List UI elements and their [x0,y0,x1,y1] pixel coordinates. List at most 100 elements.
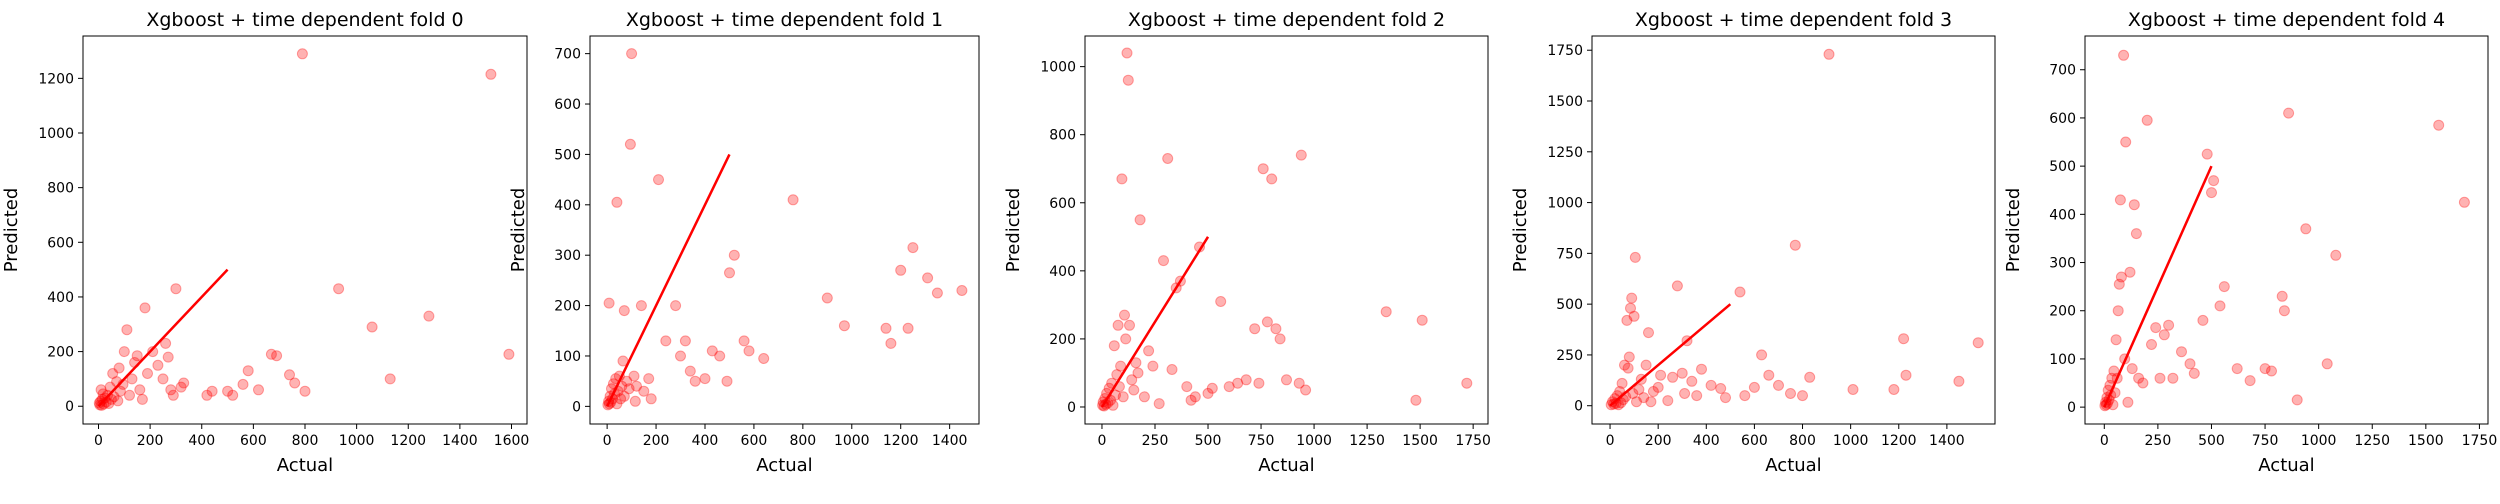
data-point [1293,377,1305,389]
data-point [296,48,308,60]
data-point [1628,310,1640,322]
data-point [1643,327,1654,339]
data-point [2321,358,2333,370]
y-tick-label: 0 [1574,399,1583,415]
data-point [1676,367,1688,379]
data-point [1626,292,1638,304]
y-tick-label: 1000 [1547,196,1583,212]
axes-frame [2084,35,2489,425]
data-point [1705,379,1717,391]
data-point [160,337,172,349]
y-tick-label: 600 [2049,111,2076,127]
x-axis-label: Actual [1258,455,1314,476]
data-point [96,399,108,411]
data-point [2300,223,2312,235]
data-point [1623,351,1635,363]
data-point [1253,377,1265,389]
data-point [631,380,642,392]
data-point [95,395,107,407]
data-point [170,283,182,295]
data-point [1756,349,1768,361]
data-point [1380,306,1392,318]
reference-line [1609,303,1732,407]
data-point [2214,300,2226,312]
data-point [271,350,283,362]
data-point [503,348,515,360]
data-point [384,373,396,385]
data-point [629,395,641,407]
data-point [113,362,125,374]
chart-title: Xgboost + time dependent fold 1 [626,9,943,31]
data-point [2114,194,2126,206]
data-point [162,351,174,363]
data-point [1166,364,1178,375]
axes-frame [589,35,980,425]
data-point [1158,255,1169,267]
y-tick-label: 1500 [1547,94,1583,110]
x-tick-label: 1400 [932,433,968,449]
y-tick-label: 500 [2049,159,2076,175]
chart-title: Xgboost + time dependent fold 4 [2128,9,2445,31]
data-point [838,320,850,332]
reference-line [606,153,731,407]
data-point [902,322,914,334]
data-point [621,375,633,387]
y-tick-label: 750 [1556,246,1583,262]
data-point [679,335,691,347]
data-point [134,384,146,396]
x-tick-label: 1600 [494,433,530,449]
x-tick-label: 800 [789,433,816,449]
data-point [227,389,239,401]
data-point [1202,387,1214,399]
data-point [2115,271,2127,283]
x-tick-label: 1000 [1833,433,1869,449]
x-tick-label: 500 [2198,433,2225,449]
y-tick-label: 200 [1049,332,1076,348]
data-point [112,395,124,407]
x-tick-label: 1500 [2408,433,2444,449]
data-point [880,322,892,334]
data-point [1116,173,1128,185]
x-tick-label: 1750 [1455,433,1491,449]
data-point [758,353,770,364]
data-point [1257,163,1269,175]
data-point [956,285,968,296]
subplot-fold-0: Xgboost + time dependent fold 0 0 200 400 60… [1,9,529,476]
data-point [1622,362,1634,374]
x-tick-label: 1000 [2301,433,2337,449]
data-point [2208,175,2220,187]
data-point [1847,384,1859,395]
data-point [299,385,311,397]
data-point [689,375,701,387]
x-tick-label: 1750 [2462,433,2498,449]
x-axis-label: Actual [2258,455,2314,476]
data-point [2122,396,2134,408]
data-point [1734,286,1746,298]
data-point [1410,394,1422,406]
scatter-points [1097,47,1473,412]
y-tick-label: 1000 [38,126,74,142]
data-point [1888,384,1900,395]
data-point [1232,377,1244,389]
data-point [1619,359,1630,371]
data-point [1667,371,1679,383]
data-point [1112,319,1124,331]
data-point [611,398,623,410]
y-tick-label: 500 [1556,297,1583,313]
x-tick-label: 250 [2145,433,2172,449]
data-point [1461,377,1473,389]
y-tick-label: 200 [47,345,74,361]
data-point [1691,390,1703,402]
data-point [1126,374,1138,386]
y-tick-label: 200 [2049,304,2076,320]
data-point [136,393,148,405]
x-tick-label: 600 [1741,433,1768,449]
x-tick-label: 200 [643,433,670,449]
data-point [423,310,435,322]
y-tick-label: 1750 [1547,43,1583,59]
chart-title: Xgboost + time dependent fold 2 [1128,9,1445,31]
data-point [2141,114,2153,126]
data-point [724,267,735,279]
subplot-fold-4: Xgboost + time dependent fold 4 0 250 500 75… [2003,9,2497,476]
data-point [1147,360,1159,372]
